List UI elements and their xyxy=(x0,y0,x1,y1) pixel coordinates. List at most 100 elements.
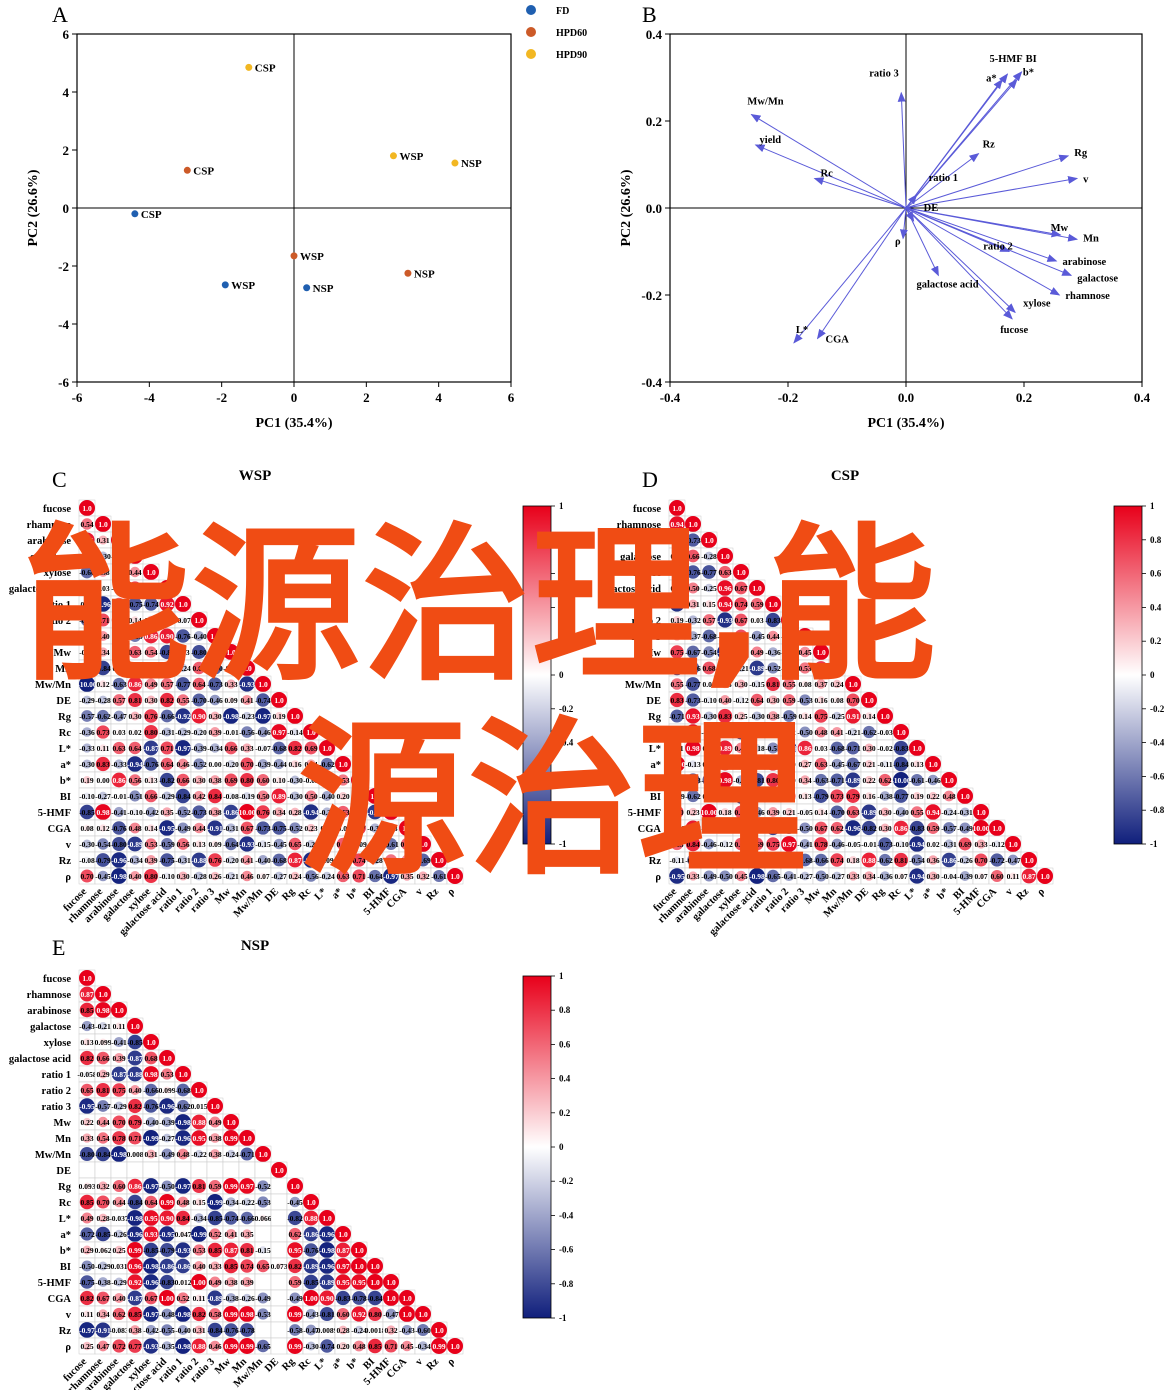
c-correlation-dot xyxy=(336,805,350,819)
d-correlation-dot xyxy=(769,728,777,736)
c-correlation-dot xyxy=(114,759,124,769)
d-correlation-dot xyxy=(686,677,700,691)
c-correlation-dot xyxy=(130,711,140,721)
c-correlation-dot xyxy=(192,693,206,707)
d-row-label: xylose xyxy=(634,568,662,579)
c-correlation-dot xyxy=(115,552,123,560)
c-correlation-value: 0.25 xyxy=(144,616,157,625)
c-correlation-value: 0.59 xyxy=(112,632,125,641)
d-correlation-value: 1.0 xyxy=(704,536,714,545)
c-correlation-dot xyxy=(211,760,219,768)
d-correlation-value: -0.70 xyxy=(829,808,845,817)
d-correlation-dot xyxy=(877,708,893,724)
d-correlation-value: -0.37 xyxy=(685,632,701,641)
c-correlation-value: -0.88 xyxy=(367,808,383,817)
d-row-label: Rg xyxy=(648,712,662,723)
c-correlation-dot xyxy=(112,741,126,755)
c-correlation-value: -0.61 xyxy=(383,840,399,849)
e-correlation-value: 0.29 xyxy=(96,1070,109,1079)
c-correlation-value: 0.30 xyxy=(176,872,189,881)
b-loading-arrow xyxy=(905,207,1079,242)
c-correlation-value: 1.0 xyxy=(434,856,444,865)
c-correlation-dot xyxy=(112,597,126,611)
d-correlation-dot xyxy=(670,645,684,659)
c-correlation-value: -0.40 xyxy=(191,632,207,641)
e-correlation-value: 1.00 xyxy=(192,1278,205,1287)
c-correlation-dot xyxy=(96,853,110,867)
d-correlation-value: 0.69 xyxy=(958,840,971,849)
e-correlation-value: 0.81 xyxy=(96,1086,109,1095)
c-correlation-value: 0.30 xyxy=(192,776,205,785)
d-correlation-dot xyxy=(671,582,683,594)
c-correlation-dot xyxy=(227,792,235,800)
d-correlation-dot xyxy=(865,712,873,720)
c-correlation-value: 0.17 xyxy=(320,776,333,785)
c-correlation-dot xyxy=(98,551,108,561)
d-correlation-value: 0.86 xyxy=(894,824,907,833)
d-correlation-value: 0.98 xyxy=(718,776,731,785)
d-correlation-value: 0.66 xyxy=(686,552,699,561)
e-row-label: ρ xyxy=(65,1342,71,1353)
e-correlation-value: 0.39 xyxy=(112,1054,125,1063)
d-correlation-value: 0.70 xyxy=(846,696,859,705)
c-correlation-dot xyxy=(159,644,175,660)
e-correlation-value: -0.71 xyxy=(239,1150,255,1159)
c-correlation-value: 0.12 xyxy=(96,824,109,833)
c-column-label: ρ xyxy=(445,886,457,898)
d-correlation-value: -0.59 xyxy=(781,824,797,833)
d-correlation-value: -0.13 xyxy=(685,760,701,769)
c-correlation-value: 0.74 xyxy=(352,856,365,865)
d-correlation-value: 1.0 xyxy=(768,600,778,609)
a-legend-label: HPD60 xyxy=(556,28,587,39)
d-correlation-value: 1.0 xyxy=(816,648,826,657)
b-loading-label: ratio 2 xyxy=(983,242,1012,253)
e-row-label: a* xyxy=(61,1230,72,1241)
e-correlation-value: -0.93 xyxy=(175,1246,191,1255)
b-loading-label: Mn xyxy=(1083,233,1099,244)
c-correlation-value: -0.24 xyxy=(319,872,335,881)
c-correlation-value: -0.80 xyxy=(111,840,127,849)
e-correlation-value: -0.34 xyxy=(191,1214,207,1223)
c-correlation-dot xyxy=(83,632,91,640)
d-correlation-value: 0.67 xyxy=(814,824,827,833)
e-correlation-value: -0.97 xyxy=(143,1310,159,1319)
c-correlation-dot xyxy=(192,661,206,675)
c-correlation-value: -0.68 xyxy=(271,744,287,753)
a-x-tick-label: 0 xyxy=(291,390,298,405)
e-heatmap-cell xyxy=(174,1161,192,1179)
c-correlation-dot xyxy=(290,791,300,801)
d-correlation-value: 0.33 xyxy=(702,744,715,753)
d-correlation-dot xyxy=(768,711,778,721)
d-correlation-value: 0.63 xyxy=(814,760,827,769)
c-correlation-value: 0.14 xyxy=(128,616,141,625)
c-correlation-dot xyxy=(99,584,107,592)
c-correlation-value: -0.97 xyxy=(255,712,271,721)
c-correlation-value: 0.47 xyxy=(400,856,413,865)
b-x-tick-label: 0.4 xyxy=(1134,390,1151,405)
c-correlation-dot xyxy=(241,854,253,866)
d-correlation-dot xyxy=(767,630,779,642)
c-correlation-value: -0.30 xyxy=(79,760,95,769)
d-correlation-value: 0.89 xyxy=(718,744,731,753)
d-correlation-value: -0.58 xyxy=(685,856,701,865)
d-correlation-value: -0.74 xyxy=(669,776,685,785)
c-correlation-value: 0.97 xyxy=(272,728,285,737)
b-loading-arrow xyxy=(905,207,1061,296)
e-correlation-value: 1.0 xyxy=(402,1310,412,1319)
c-correlation-dot xyxy=(275,776,283,784)
d-correlation-dot xyxy=(670,709,684,723)
c-correlation-value: 0.28 xyxy=(288,808,301,817)
c-correlation-value: 0.48 xyxy=(128,824,141,833)
e-heatmap-cell xyxy=(270,1321,288,1339)
c-correlation-value: -0.28 xyxy=(95,696,111,705)
c-correlation-dot xyxy=(127,836,143,852)
c-correlation-value: 0.03 xyxy=(96,584,109,593)
c-correlation-value: -0.97 xyxy=(175,744,191,753)
e-correlation-value: 0.88 xyxy=(192,1118,205,1127)
c-correlation-dot xyxy=(96,613,110,627)
c-correlation-dot xyxy=(97,838,109,850)
c-correlation-dot xyxy=(143,564,159,580)
c-row-label: Rc xyxy=(59,728,72,739)
d-correlation-value: 1.0 xyxy=(912,744,922,753)
c-correlation-dot xyxy=(178,855,188,865)
